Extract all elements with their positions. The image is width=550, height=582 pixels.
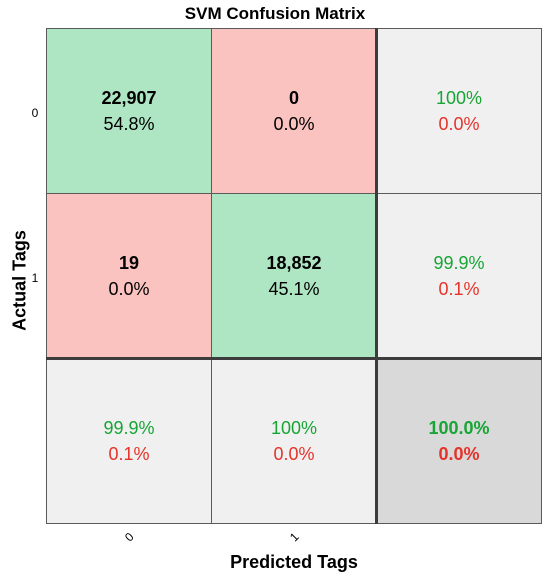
cell-percent: 54.8% bbox=[103, 114, 155, 134]
summary-correct: 99.9% bbox=[103, 418, 155, 438]
row-tick-0: 0 bbox=[31, 106, 39, 120]
cell-count: 22,907 bbox=[101, 88, 157, 108]
cell-1-1: 18,852 45.1% bbox=[211, 193, 377, 359]
overall-accuracy: 100.0% 0.0% bbox=[376, 358, 542, 524]
overall-correct: 100.0% bbox=[428, 418, 490, 438]
summary-correct: 100% bbox=[270, 418, 318, 438]
col-tick-1: 1 bbox=[287, 529, 302, 545]
chart-title: SVM Confusion Matrix bbox=[184, 4, 366, 23]
row-summary-1: 99.9% 0.1% bbox=[376, 193, 542, 359]
cell-1-0: 19 0.0% bbox=[46, 193, 212, 359]
col-summary-0: 99.9% 0.1% bbox=[46, 358, 212, 524]
summary-correct: 99.9% bbox=[433, 253, 485, 273]
summary-incorrect: 0.1% bbox=[108, 444, 150, 464]
row-summary-0: 100% 0.0% bbox=[376, 28, 542, 194]
overall-incorrect: 0.0% bbox=[438, 444, 480, 464]
x-axis-label: Predicted Tags bbox=[230, 552, 358, 572]
col-tick-0: 0 bbox=[122, 529, 137, 545]
cell-percent: 0.0% bbox=[273, 114, 315, 134]
summary-row-divider bbox=[46, 357, 542, 360]
summary-incorrect: 0.1% bbox=[438, 279, 480, 299]
summary-incorrect: 0.0% bbox=[438, 114, 480, 134]
col-summary-1: 100% 0.0% bbox=[211, 358, 377, 524]
cell-percent: 45.1% bbox=[268, 279, 320, 299]
summary-correct: 100% bbox=[435, 88, 483, 108]
row-tick-1: 1 bbox=[31, 271, 39, 285]
cell-0-0: 22,907 54.8% bbox=[46, 28, 212, 194]
confusion-matrix: 22,907 54.8% 0 0.0% 100% 0.0% 19 0.0% 18… bbox=[46, 28, 542, 524]
cell-percent: 0.0% bbox=[108, 279, 150, 299]
summary-incorrect: 0.0% bbox=[273, 444, 315, 464]
cell-count: 19 bbox=[118, 253, 140, 273]
cell-0-1: 0 0.0% bbox=[211, 28, 377, 194]
y-axis-label: Actual Tags bbox=[9, 230, 30, 331]
cell-count: 0 bbox=[288, 88, 299, 108]
summary-column-divider bbox=[375, 28, 378, 524]
cell-count: 18,852 bbox=[266, 253, 322, 273]
